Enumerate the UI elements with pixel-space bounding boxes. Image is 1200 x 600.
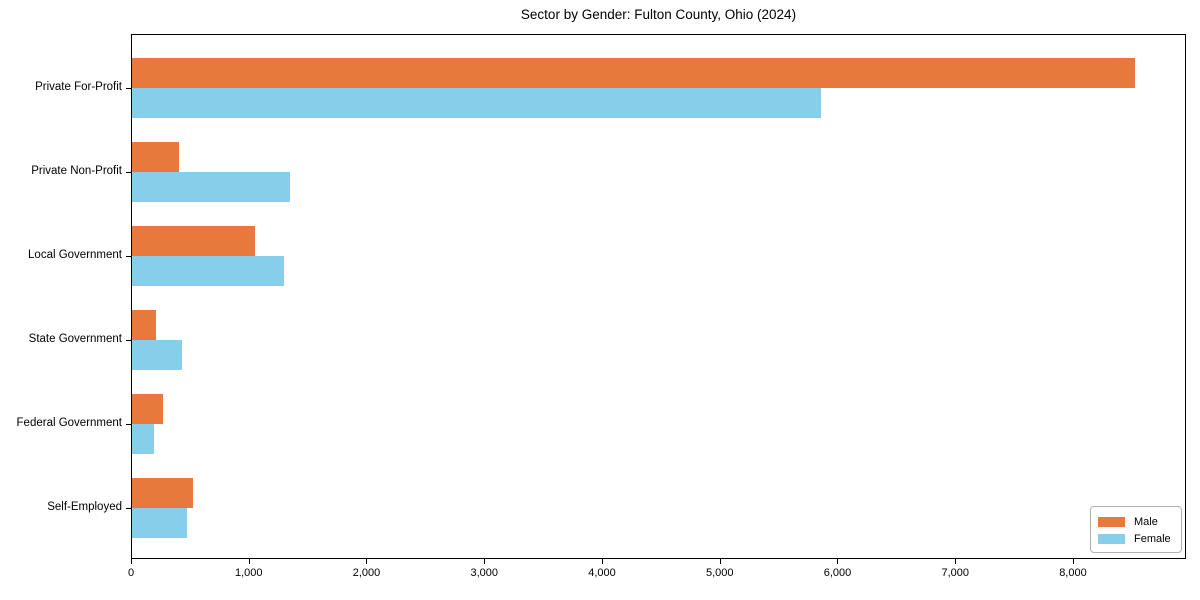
female-bar-0 [132, 88, 821, 118]
x-tick-label-8: 8,000 [1059, 567, 1087, 579]
y-category-label-1: Private Non-Profit [31, 165, 122, 177]
male-bar-3 [132, 310, 156, 340]
male-bar-1 [132, 142, 180, 172]
male-series-swatch [1098, 516, 1125, 527]
y-tick-3 [126, 340, 131, 341]
chart-title: Sector by Gender: Fulton County, Ohio (2… [520, 7, 797, 22]
x-tick-label-1: 1,000 [234, 567, 263, 579]
x-tick-1 [248, 559, 250, 564]
x-tick-7 [955, 559, 957, 564]
female-bar-5 [132, 508, 187, 538]
male-bar-2 [132, 226, 255, 256]
y-category-label-4: Federal Government [16, 417, 122, 429]
female-bar-3 [132, 340, 182, 370]
legend-label-female: Female [1134, 532, 1171, 545]
y-tick-5 [126, 508, 131, 509]
y-tick-4 [126, 424, 131, 425]
y-tick-1 [126, 172, 131, 173]
y-tick-0 [126, 88, 131, 89]
y-category-label-5: Self-Employed [47, 501, 122, 513]
x-tick-5 [719, 559, 721, 564]
x-tick-label-3: 3,000 [470, 567, 498, 579]
y-category-label-0: Private For-Profit [35, 81, 122, 93]
male-bar-5 [132, 478, 193, 508]
x-tick-0 [131, 559, 132, 564]
female-series-swatch [1098, 533, 1125, 544]
x-tick-label-2: 2,000 [352, 567, 381, 579]
legend: Male Female [1090, 506, 1182, 553]
x-tick-3 [484, 559, 486, 564]
female-bar-1 [132, 172, 290, 202]
x-tick-label-7: 7,000 [941, 567, 969, 579]
y-tick-2 [126, 256, 131, 257]
female-bar-4 [132, 424, 154, 454]
legend-item-female: Female [1091, 530, 1181, 547]
female-bar-2 [132, 256, 285, 286]
male-bar-0 [132, 58, 1136, 88]
legend-label-male: Male [1134, 515, 1158, 528]
x-tick-label-5: 5,000 [705, 567, 734, 579]
x-tick-4 [601, 559, 603, 564]
y-category-label-2: Local Government [28, 249, 122, 261]
y-category-label-3: State Government [28, 333, 122, 345]
plot-area [131, 34, 1186, 559]
x-tick-label-6: 6,000 [823, 567, 852, 579]
x-tick-2 [366, 559, 368, 564]
x-tick-8 [1072, 559, 1074, 564]
x-tick-label-4: 4,000 [588, 567, 616, 579]
male-bar-4 [132, 394, 163, 424]
x-tick-6 [837, 559, 839, 564]
x-tick-label-0: 0 [127, 567, 135, 579]
legend-item-male: Male [1091, 513, 1181, 530]
